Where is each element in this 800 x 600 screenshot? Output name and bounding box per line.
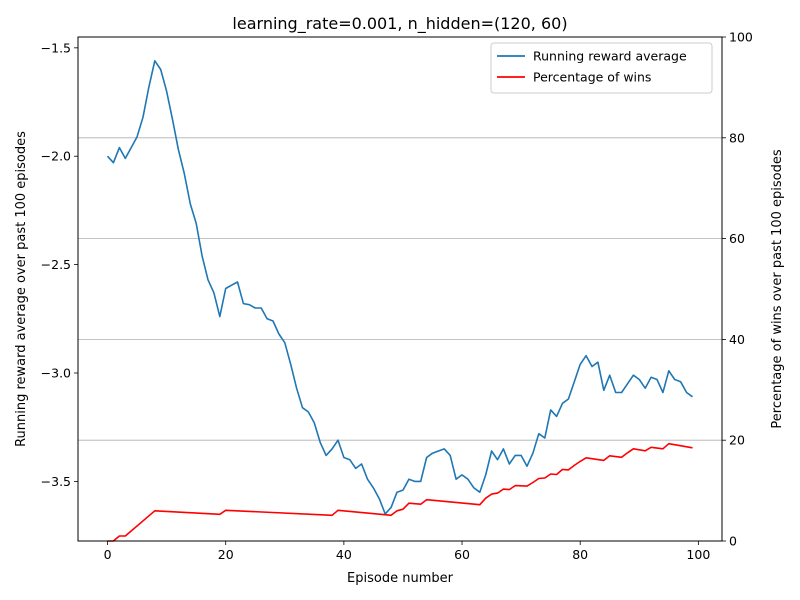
- y-tick-label-left: −3.0: [41, 366, 71, 381]
- x-tick-label: 60: [454, 547, 470, 562]
- series-lines: [106, 59, 693, 542]
- x-tick-label: 40: [336, 547, 352, 562]
- y-tick-label-left: −2.0: [41, 149, 71, 164]
- legend: Running reward average Percentage of win…: [490, 42, 713, 94]
- y-tick-label-right: 0: [729, 534, 737, 549]
- series-line-wins: [107, 442, 693, 542]
- y-tick-label-right: 100: [729, 30, 753, 45]
- x-axis-label: Episode number: [347, 571, 454, 586]
- legend-label-wins: Percentage of wins: [533, 70, 651, 85]
- legend-label-reward: Running reward average: [533, 49, 687, 64]
- y-axis-label-left: Running reward average over past 100 epi…: [14, 131, 29, 447]
- plot-frame: [77, 36, 723, 542]
- x-tick-label: 100: [686, 547, 710, 562]
- x-tick-label: 0: [104, 547, 112, 562]
- grid-lines: [78, 36, 722, 542]
- x-tick-label: 20: [218, 547, 234, 562]
- y-tick-label-right: 80: [729, 130, 745, 145]
- x-axis: 0 20 40 60 80 100: [104, 541, 710, 562]
- y-axis-right: 0 20 40 60 80 100: [722, 30, 753, 549]
- y-tick-label-left: −2.5: [41, 257, 71, 272]
- series-line-reward: [106, 59, 693, 515]
- y-axis-left: −3.5 −3.0 −2.5 −2.0 −1.5: [41, 40, 78, 489]
- y-tick-label-left: −1.5: [41, 40, 71, 55]
- y-axis-label-right: Percentage of wins over past 100 episode…: [770, 149, 785, 428]
- x-tick-label: 80: [572, 547, 588, 562]
- legend-box: [490, 42, 713, 94]
- y-tick-label-right: 60: [729, 231, 745, 246]
- y-tick-label-right: 20: [729, 433, 745, 448]
- chart-title: learning_rate=0.001, n_hidden=(120, 60): [232, 14, 567, 34]
- y-tick-label-right: 40: [729, 332, 745, 347]
- y-tick-label-left: −3.5: [41, 474, 71, 489]
